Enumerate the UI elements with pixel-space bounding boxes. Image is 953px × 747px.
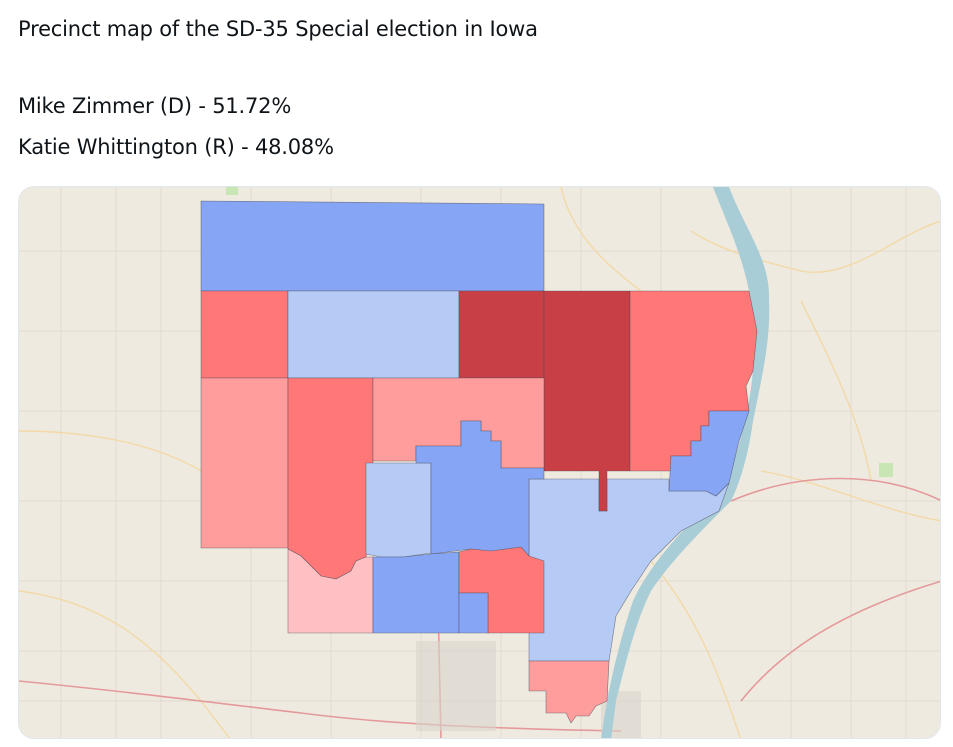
- precinct[interactable]: [200, 290, 289, 379]
- precinct-map: [19, 187, 940, 738]
- precinct[interactable]: [287, 290, 460, 379]
- candidate-result-republican: Katie Whittington (R) - 48.08%: [18, 135, 334, 159]
- precincts: [200, 200, 758, 724]
- precinct[interactable]: [372, 551, 460, 634]
- basemap-park: [879, 463, 893, 477]
- precinct[interactable]: [365, 462, 432, 558]
- precinct[interactable]: [528, 660, 610, 724]
- precinct[interactable]: [287, 377, 374, 580]
- post-title: Precinct map of the SD-35 Special electi…: [18, 17, 538, 41]
- precinct[interactable]: [287, 548, 374, 634]
- candidate-result-democrat: Mike Zimmer (D) - 51.72%: [18, 94, 292, 118]
- precinct[interactable]: [415, 420, 545, 557]
- basemap-minor-roads: [19, 187, 940, 738]
- basemap-city: [416, 641, 496, 731]
- precinct[interactable]: [200, 377, 289, 549]
- precinct[interactable]: [668, 410, 750, 497]
- precinct[interactable]: [458, 290, 545, 379]
- basemap-park: [226, 187, 238, 195]
- basemap-river: [601, 187, 770, 738]
- precinct[interactable]: [458, 592, 489, 634]
- precinct-map-image[interactable]: [18, 186, 941, 739]
- precinct[interactable]: [200, 200, 545, 292]
